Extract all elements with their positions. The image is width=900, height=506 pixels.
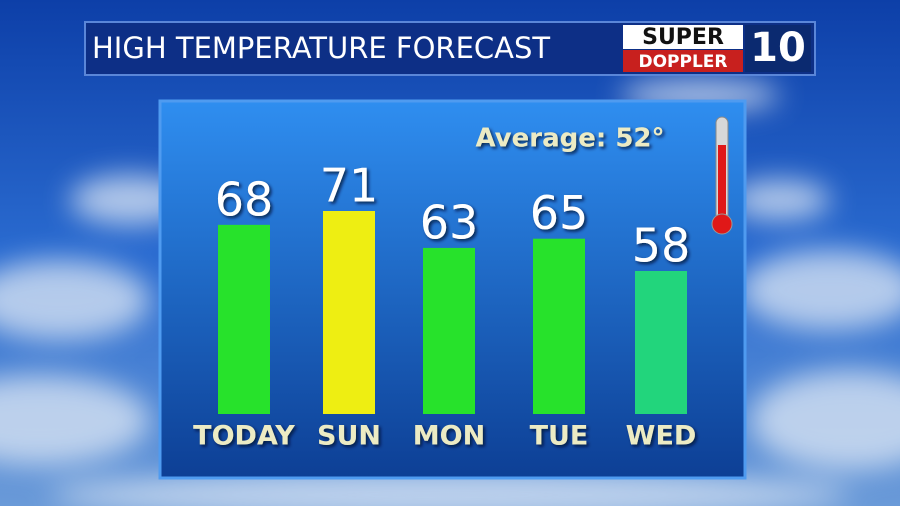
category-label: TUE xyxy=(530,421,589,452)
bar xyxy=(635,271,687,414)
thermometer xyxy=(711,116,733,235)
logo: SUPER DOPPLER 10 xyxy=(623,25,811,72)
thermometer-fluid xyxy=(718,145,726,220)
clouds xyxy=(0,79,900,506)
chart-title: HIGH TEMPERATURE FORECAST xyxy=(92,31,550,65)
logo-doppler: DOPPLER xyxy=(638,52,727,72)
category-label: MON xyxy=(413,421,485,452)
thermometer-bulb xyxy=(711,213,733,235)
bar xyxy=(323,211,375,414)
value-label: 71 xyxy=(320,159,379,213)
category-label: TODAY xyxy=(193,421,295,452)
bar xyxy=(423,247,475,414)
logo-channel-bg xyxy=(745,25,811,72)
logo-doppler-bg xyxy=(623,50,743,72)
category-label: WED xyxy=(626,421,697,452)
value-label: 68 xyxy=(215,172,274,226)
annotation: Average: 52° xyxy=(475,124,664,154)
logo-super-bg xyxy=(623,25,743,49)
value-label: 63 xyxy=(420,195,479,249)
value-label: 58 xyxy=(632,219,691,273)
value-label: 65 xyxy=(530,186,589,240)
bar xyxy=(533,238,585,414)
category-label: SUN xyxy=(317,421,381,452)
bar xyxy=(218,224,270,414)
logo-channel: 10 xyxy=(750,25,806,71)
logo-super: SUPER xyxy=(642,25,724,50)
